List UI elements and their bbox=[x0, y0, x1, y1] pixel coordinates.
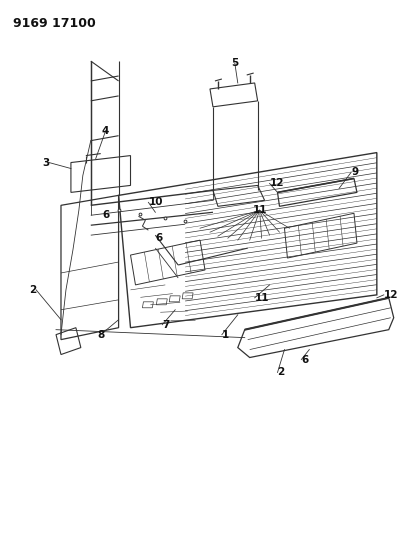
Text: 8: 8 bbox=[97, 329, 104, 340]
Text: 9: 9 bbox=[351, 167, 358, 177]
Text: 7: 7 bbox=[162, 320, 170, 330]
Text: 6: 6 bbox=[103, 210, 110, 220]
Text: 3: 3 bbox=[42, 158, 49, 167]
Text: 12: 12 bbox=[384, 290, 398, 300]
Text: 2: 2 bbox=[29, 285, 36, 295]
Text: 6: 6 bbox=[155, 233, 163, 243]
Text: 12: 12 bbox=[270, 179, 284, 189]
Text: 9169 17100: 9169 17100 bbox=[13, 17, 96, 30]
Text: 10: 10 bbox=[148, 197, 163, 207]
Text: 6: 6 bbox=[301, 354, 309, 365]
Text: 2: 2 bbox=[277, 367, 285, 377]
Text: 11: 11 bbox=[252, 205, 267, 215]
Text: 4: 4 bbox=[102, 126, 109, 136]
Text: 11: 11 bbox=[255, 293, 269, 303]
Text: 1: 1 bbox=[222, 329, 229, 340]
Text: 5: 5 bbox=[231, 58, 238, 68]
